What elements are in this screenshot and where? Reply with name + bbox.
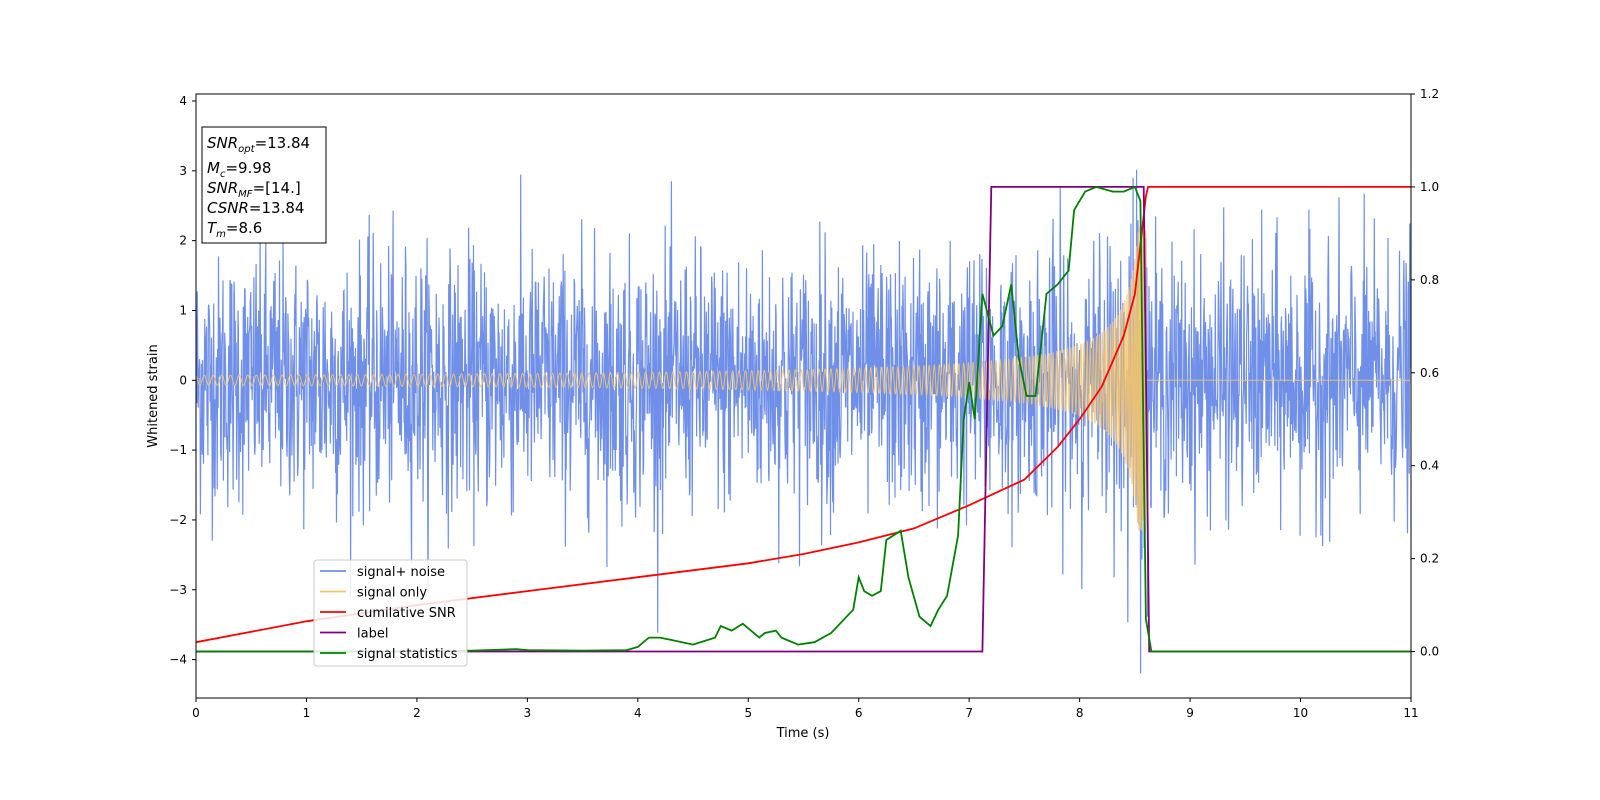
x-tick-label: 8: [1076, 706, 1084, 720]
x-tick-label: 3: [524, 706, 532, 720]
y-tick-label-right: 0.0: [1420, 645, 1439, 659]
x-axis: 0 1 2 3 4 5 6 7 8 9 10 11: [192, 698, 1419, 720]
info-box: SNRopt=13.84 Mc=9.98SNRMF=[14.]CSNR=13.84…: [201, 126, 327, 244]
plot-area: [196, 169, 1411, 674]
series-cumulative-snr: [196, 186, 1411, 644]
info-box-line: SNRMF=[14.]: [207, 179, 301, 200]
y-tick-label-right: 0.8: [1420, 273, 1439, 287]
x-tick-label: 2: [413, 706, 421, 720]
series-signal-plus-noise: [196, 169, 1411, 674]
x-tick-label: 4: [634, 706, 642, 720]
x-tick-label: 5: [744, 706, 752, 720]
y-tick-label-left: 1: [179, 303, 187, 317]
x-tick-label: 10: [1293, 706, 1308, 720]
legend-label: signal statistics: [357, 647, 458, 662]
y-tick-label-right: 1.0: [1420, 180, 1439, 194]
info-box-line: Tm=8.6: [207, 219, 262, 240]
y-axis-left: −4 −3 −2 −1 0 1 2 3 4: [169, 94, 196, 667]
legend: signal+ noise signal only cumilative SNR la…: [313, 559, 468, 667]
y-tick-label-right: 1.2: [1420, 87, 1439, 101]
x-axis-label: Time (s): [776, 726, 830, 741]
y-tick-label-left: −2: [169, 513, 187, 527]
y-tick-label-left: 2: [179, 234, 187, 248]
info-box-line: CSNR=13.84: [207, 199, 304, 217]
x-tick-label: 9: [1186, 706, 1194, 720]
x-tick-label: 1: [303, 706, 311, 720]
legend-label: label: [357, 627, 388, 642]
series-signal-only: [196, 227, 1411, 534]
info-box-frame: [201, 126, 327, 244]
info-box-line: Mc=9.98: [207, 159, 271, 180]
y-tick-label-right: 0.6: [1420, 366, 1439, 380]
x-tick-label: 11: [1403, 706, 1418, 720]
y-axis-right: 0.0 0.2 0.4 0.6 0.8 1.0 1.2: [1411, 87, 1439, 659]
legend-label: signal only: [357, 586, 427, 601]
plot-frame: [195, 93, 1412, 699]
y-tick-label-left: −1: [169, 443, 187, 457]
series-signal-statistics: [196, 185, 1411, 653]
y-tick-label-left: 0: [179, 373, 187, 387]
y-tick-label-left: 3: [179, 164, 187, 178]
y-tick-label-right: 0.2: [1420, 552, 1439, 566]
legend-frame: [313, 559, 468, 667]
info-box-line: SNRopt=13.84: [207, 134, 310, 155]
legend-label: signal+ noise: [357, 565, 445, 580]
y-tick-label-left: −3: [169, 583, 187, 597]
x-tick-label: 0: [192, 706, 200, 720]
y-tick-label-right: 0.4: [1420, 459, 1439, 473]
y-axis-label: Whitened strain: [146, 344, 161, 447]
legend-label: cumilative SNR: [357, 606, 456, 621]
x-tick-label: 7: [965, 706, 973, 720]
y-tick-label-left: −4: [169, 653, 187, 667]
y-tick-label-left: 4: [179, 94, 187, 108]
x-tick-label: 6: [855, 706, 863, 720]
